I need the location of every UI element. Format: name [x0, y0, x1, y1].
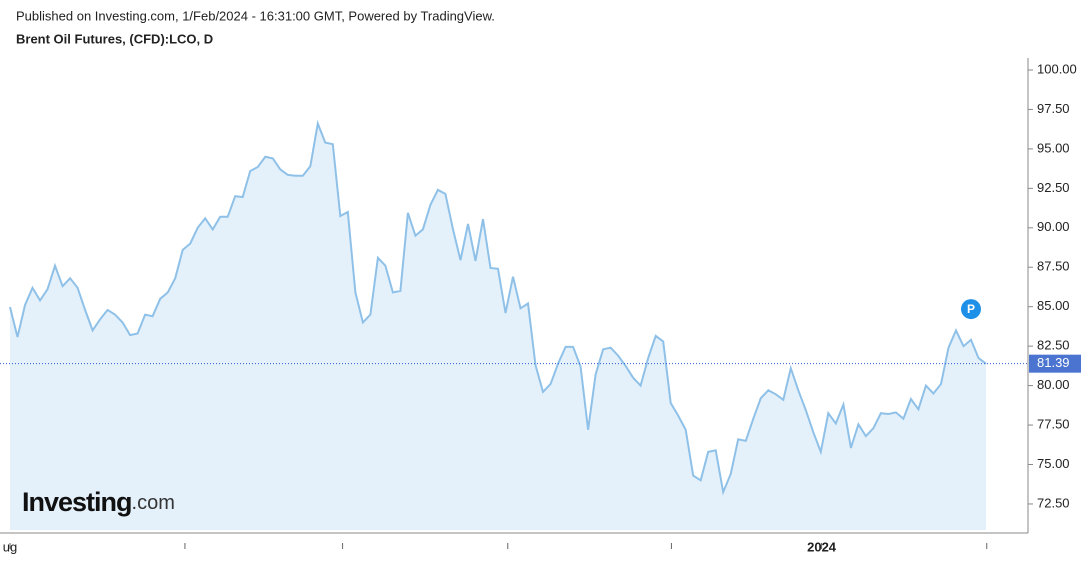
chart-title: Brent Oil Futures, (CFD):LCO, D	[16, 31, 213, 46]
y-tick-label: 92.50	[1037, 180, 1070, 195]
y-tick-label: 85.00	[1037, 298, 1070, 313]
x-tick-label: ug	[3, 539, 17, 554]
y-tick-label: 75.00	[1037, 456, 1070, 471]
brand-logo: Investing.com	[22, 487, 175, 517]
y-tick-label: 82.50	[1037, 338, 1070, 353]
y-tick-label: 97.50	[1037, 101, 1070, 116]
y-tick-label: 90.00	[1037, 219, 1070, 234]
y-tick-label: 77.50	[1037, 416, 1070, 431]
publish-note: Published on Investing.com, 1/Feb/2024 -…	[16, 8, 495, 23]
marker-label: P	[967, 302, 975, 316]
brand-name: Investing	[22, 487, 132, 517]
y-tick-label: 95.00	[1037, 140, 1070, 155]
last-price-badge	[1029, 354, 1081, 373]
area-fill	[10, 123, 986, 530]
y-tick-label: 100.00	[1037, 61, 1077, 76]
y-tick-label: 80.00	[1037, 377, 1070, 392]
y-tick-label: 87.50	[1037, 259, 1070, 274]
y-tick-label: 72.50	[1037, 495, 1070, 510]
x-tick-label: 2024	[807, 539, 837, 554]
brand-suffix: .com	[132, 492, 175, 514]
marker-badge	[960, 299, 981, 320]
price-line	[9, 119, 987, 496]
last-price-label: 81.39	[1037, 355, 1070, 370]
